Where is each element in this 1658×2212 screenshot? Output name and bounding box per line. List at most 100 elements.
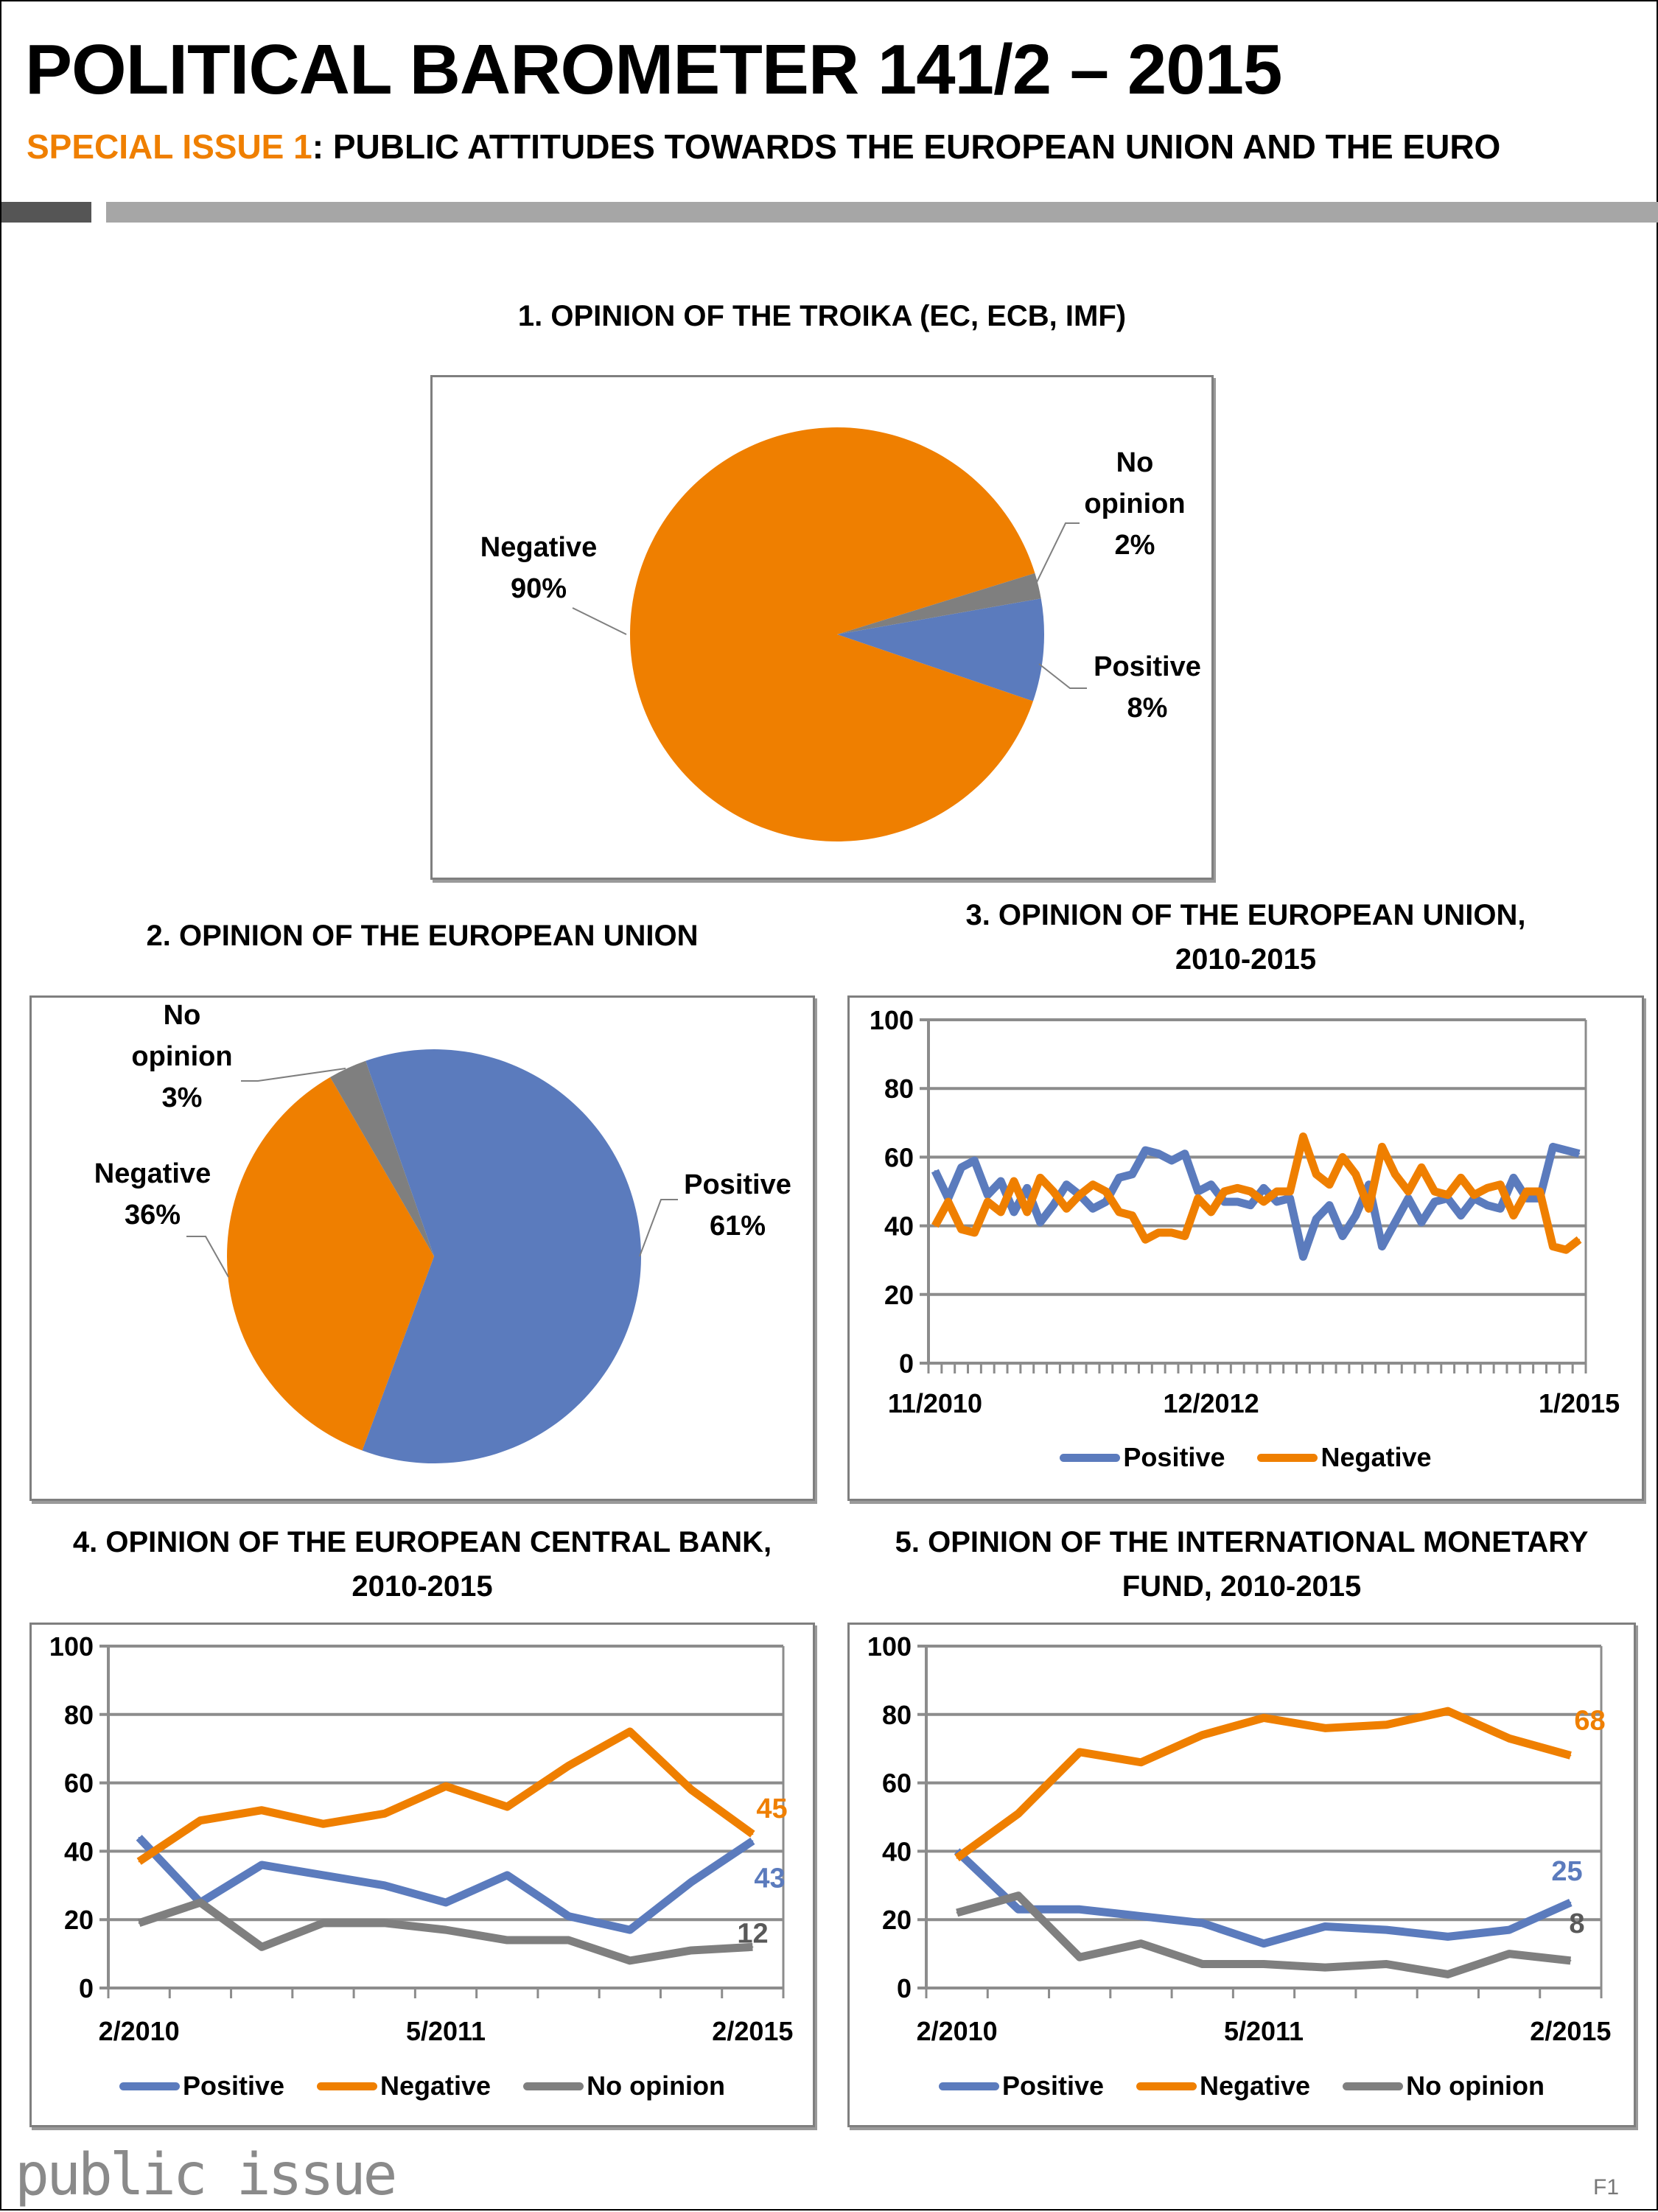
c4-y-tick-label: 60 [64, 1768, 94, 1799]
c5-series-negative [954, 1707, 1572, 1862]
c5-end-label-no_opinion: 8 [1569, 1908, 1584, 1939]
c3-point-negative [1052, 1191, 1054, 1192]
c3-point-positive [1578, 1152, 1581, 1155]
c1-slice-label: 8% [1127, 693, 1168, 724]
subtitle-text: : PUBLIC ATTITUDES TOWARDS THE EUROPEAN … [312, 127, 1501, 166]
c3-point-negative [1039, 1177, 1041, 1179]
c5-point-no_opinion [1140, 1942, 1142, 1945]
c4-series-no_opinion [137, 1898, 753, 1965]
c2-slice-no_opinion [330, 1060, 434, 1256]
c3-point-positive [1236, 1200, 1239, 1203]
c3-point-negative [1460, 1177, 1462, 1179]
legend-swatch-negative [1136, 2082, 1197, 2090]
c5-point-no_opinion [956, 1911, 958, 1914]
c5-y-tick-label: 0 [897, 1973, 912, 2003]
c1-slice-no_opinion [837, 573, 1041, 634]
legend-negative: Negative [1136, 2071, 1310, 2101]
c2-slice-label: 3% [162, 1082, 203, 1113]
legend-label: Positive [182, 2071, 285, 2101]
c4-point-positive [506, 1874, 508, 1876]
c3-point-positive [1171, 1160, 1173, 1162]
legend-label: Negative [1200, 2071, 1311, 2101]
c3-point-positive [1105, 1200, 1107, 1203]
c5-point-positive [1447, 1936, 1449, 1938]
c3-point-positive [1131, 1173, 1133, 1175]
c3-point-negative [987, 1200, 989, 1203]
c4-point-no_opinion [506, 1939, 508, 1942]
c4-point-negative [506, 1806, 508, 1808]
c3-point-positive [1158, 1152, 1160, 1155]
c1-leader-line [1034, 522, 1080, 587]
c3-point-positive [1092, 1208, 1094, 1210]
c4-point-negative [567, 1765, 570, 1767]
c2-leader-line [639, 1199, 678, 1257]
c4-point-no_opinion [690, 1949, 693, 1951]
c3-point-negative [1394, 1173, 1396, 1175]
c4-point-negative [383, 1813, 385, 1815]
c3-point-negative [1407, 1191, 1410, 1192]
c3-point-positive [1012, 1211, 1015, 1213]
legend-positive: Positive [1060, 1442, 1225, 1473]
c5-end-label-negative: 68 [1574, 1705, 1605, 1736]
c3-point-negative [1565, 1249, 1567, 1251]
c3-point-negative [1525, 1191, 1528, 1192]
legend-swatch-negative [317, 2082, 378, 2090]
c3-x-tick-label: 11/2010 [888, 1388, 982, 1418]
c3-point-negative [1421, 1166, 1422, 1169]
c3-point-negative [1539, 1191, 1541, 1192]
c1-slice-label: 90% [511, 573, 567, 604]
c3-y-tick-label: 0 [899, 1348, 914, 1379]
c5-point-no_opinion [1263, 1963, 1265, 1965]
c4-y-tick-label: 20 [64, 1905, 94, 1935]
legend-swatch-positive [938, 2082, 999, 2090]
chart4-legend: Positive Negative No opinion [29, 2071, 815, 2101]
c1-slice-label: Negative [480, 532, 597, 563]
header-divider-dark [1, 202, 91, 223]
c5-point-positive [1201, 1922, 1203, 1924]
c4-point-negative [322, 1823, 324, 1825]
c3-point-negative [1092, 1183, 1094, 1186]
c3-point-positive [1000, 1180, 1002, 1183]
c3-point-negative [1262, 1200, 1265, 1203]
c3-point-positive [1118, 1177, 1120, 1179]
c5-point-negative [1447, 1710, 1449, 1712]
c3-point-negative [1276, 1191, 1278, 1192]
legend-no-opinion: No opinion [523, 2071, 725, 2101]
c3-point-positive [1421, 1221, 1422, 1223]
c5-y-tick-label: 80 [882, 1700, 912, 1730]
c3-point-positive [1552, 1146, 1554, 1148]
c3-point-positive [987, 1194, 989, 1196]
c4-point-positive [445, 1902, 447, 1903]
c4-point-negative [261, 1809, 263, 1811]
c4-point-positive [261, 1863, 263, 1866]
c3-point-positive [1197, 1191, 1199, 1192]
legend-label: Negative [380, 2071, 492, 2101]
c3-point-negative [934, 1225, 936, 1227]
c3-point-positive [934, 1170, 936, 1172]
c3-point-negative [1210, 1211, 1212, 1213]
c1-leader-line [1038, 663, 1087, 689]
c3-point-positive [1329, 1204, 1331, 1206]
c4-point-positive [690, 1881, 693, 1883]
c3-point-negative [1131, 1214, 1133, 1217]
c3-point-positive [1407, 1197, 1410, 1200]
c4-y-tick-label: 40 [64, 1836, 94, 1866]
legend-positive: Positive [938, 2071, 1104, 2101]
c5-point-no_opinion [1017, 1894, 1019, 1897]
chart5-title-line2: FUND, 2010-2015 [1122, 1570, 1362, 1603]
c3-point-positive [1500, 1208, 1502, 1210]
c3-point-negative [1236, 1187, 1239, 1189]
c3-point-negative [1012, 1180, 1015, 1183]
c1-slice-label: No [1116, 447, 1154, 478]
legend-negative: Negative [1257, 1442, 1432, 1473]
chart4-title: 4. OPINION OF THE EUROPEAN CENTRAL BANK,… [29, 1520, 815, 1609]
c3-point-positive [1250, 1204, 1252, 1206]
legend-positive: Positive [119, 2071, 284, 2101]
c3-point-negative [1289, 1191, 1291, 1192]
c4-x-tick-label: 2/2015 [712, 2016, 793, 2046]
public-issue-logo: public issue [15, 2142, 398, 2208]
c4-point-negative [752, 1833, 754, 1835]
c5-y-tick-label: 20 [882, 1905, 912, 1935]
c5-point-positive [1570, 1902, 1572, 1903]
c5-point-positive [1324, 1925, 1326, 1928]
